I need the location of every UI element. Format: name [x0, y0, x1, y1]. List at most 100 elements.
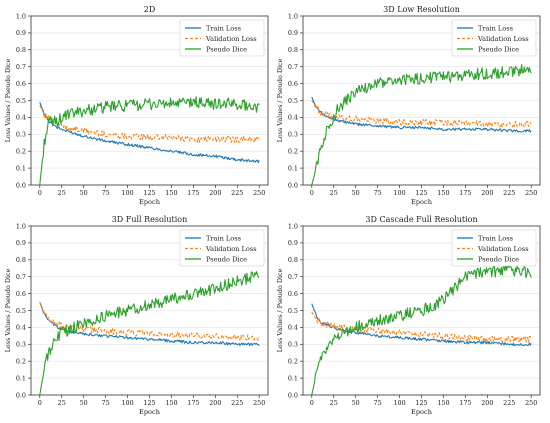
y-tick-label: 0.6: [16, 290, 26, 298]
x-tick-label: 150: [165, 189, 177, 197]
x-tick-label: 250: [253, 399, 265, 407]
series-line-train-loss: [39, 101, 260, 164]
legend-label: Pseudo Dice: [206, 45, 247, 53]
legend-label: Train Loss: [206, 234, 242, 242]
y-tick-label: 0.3: [16, 341, 26, 349]
y-tick-label: 1.0: [16, 12, 26, 20]
legend-label: Validation Loss: [477, 35, 529, 43]
y-tick-label: 0.6: [16, 80, 26, 88]
y-tick-label: 0.0: [288, 181, 298, 189]
y-tick-label: 0.4: [16, 114, 26, 122]
x-tick-label: 225: [503, 189, 515, 197]
y-tick-label: 0.1: [288, 374, 298, 382]
x-tick-label: 100: [121, 189, 133, 197]
legend: Train Loss Validation Loss Pseudo Dice: [179, 19, 265, 57]
series-line-train-loss: [311, 96, 532, 133]
legend-box: [179, 19, 265, 57]
chart-panel-4: 0.0 0.1 0.2 0.3 0.4 0.5 0.6 0.7 0.8 0.9 1.0 0 25 50 75…: [276, 215, 541, 416]
legend-label: Validation Loss: [477, 245, 529, 253]
y-tick-label: 0.9: [288, 239, 298, 247]
legend-label: Train Loss: [478, 24, 514, 32]
x-tick-label: 200: [209, 189, 221, 197]
y-tick-label: 1.0: [16, 222, 26, 230]
x-tick-label: 250: [253, 189, 265, 197]
x-tick-label: 50: [352, 399, 360, 407]
y-tick-label: 0.0: [16, 391, 26, 399]
x-tick-label: 150: [437, 399, 449, 407]
y-tick-label: 0.7: [16, 273, 26, 281]
x-tick-label: 0: [310, 399, 314, 407]
legend-label: Pseudo Dice: [206, 255, 247, 263]
x-tick-label: 125: [415, 189, 427, 197]
x-tick-label: 125: [415, 399, 427, 407]
y-tick-label: 0.0: [16, 181, 26, 189]
x-tick-label: 25: [330, 399, 338, 407]
y-tick-label: 0.8: [16, 46, 26, 54]
x-axis-label: Epoch: [139, 198, 161, 206]
legend-box: [451, 229, 537, 267]
y-tick-label: 0.8: [288, 46, 298, 54]
x-tick-label: 75: [102, 189, 110, 197]
x-tick-label: 0: [38, 399, 42, 407]
x-axis-label: Epoch: [411, 408, 433, 416]
x-tick-label: 175: [459, 399, 471, 407]
x-tick-label: 100: [121, 399, 133, 407]
x-tick-label: 0: [38, 189, 42, 197]
x-tick-label: 225: [231, 399, 243, 407]
y-tick-label: 0.8: [16, 256, 26, 264]
y-tick-label: 0.3: [16, 131, 26, 139]
x-tick-label: 50: [80, 399, 88, 407]
legend-label: Pseudo Dice: [478, 45, 519, 53]
legend-label: Validation Loss: [205, 245, 257, 253]
x-tick-label: 200: [209, 399, 221, 407]
series-line-validation-loss: [311, 100, 532, 128]
x-tick-label: 175: [187, 189, 199, 197]
y-tick-label: 0.6: [288, 290, 298, 298]
x-tick-label: 200: [481, 399, 493, 407]
x-tick-label: 250: [525, 399, 537, 407]
y-axis-label: Loss Values / Pseudo Dice: [276, 58, 284, 142]
y-tick-label: 0.1: [288, 164, 298, 172]
x-tick-label: 25: [330, 189, 338, 197]
x-tick-label: 175: [187, 399, 199, 407]
legend-label: Pseudo Dice: [478, 255, 519, 263]
legend-label: Train Loss: [206, 24, 242, 32]
chart-panel-1: 0.0 0.1 0.2 0.3 0.4 0.5 0.6 0.7 0.8 0.9 1.0 0 25 50 75…: [4, 5, 269, 206]
y-tick-label: 0.6: [288, 80, 298, 88]
x-tick-label: 75: [102, 399, 110, 407]
legend-box: [451, 19, 537, 57]
series-line-validation-loss: [311, 311, 532, 343]
series-line-validation-loss: [39, 105, 260, 143]
y-tick-label: 0.2: [16, 358, 26, 366]
y-tick-label: 0.4: [288, 324, 298, 332]
chart-title: 3D Cascade Full Resolution: [365, 215, 477, 224]
y-tick-label: 1.0: [288, 12, 298, 20]
chart-title: 3D Full Resolution: [112, 215, 188, 224]
chart-title: 3D Low Resolution: [383, 5, 460, 14]
y-tick-label: 0.4: [16, 324, 26, 332]
y-axis-label: Loss Values / Pseudo Dice: [4, 58, 12, 142]
x-tick-label: 150: [437, 189, 449, 197]
y-tick-label: 0.5: [16, 307, 26, 315]
legend: Train Loss Validation Loss Pseudo Dice: [451, 19, 537, 57]
x-axis-label: Epoch: [139, 408, 161, 416]
x-tick-label: 25: [58, 189, 66, 197]
y-tick-label: 0.8: [288, 256, 298, 264]
legend-label: Validation Loss: [205, 35, 257, 43]
y-axis-label: Loss Values / Pseudo Dice: [4, 268, 12, 352]
y-tick-label: 0.9: [16, 29, 26, 37]
series-line-pseudo-dice: [311, 263, 532, 396]
y-tick-label: 0.3: [288, 131, 298, 139]
x-tick-label: 75: [374, 189, 382, 197]
y-tick-label: 0.3: [288, 341, 298, 349]
chart-title: 2D: [144, 5, 156, 14]
x-tick-label: 0: [310, 189, 314, 197]
x-tick-label: 100: [393, 189, 405, 197]
legend-box: [179, 229, 265, 267]
y-tick-label: 0.5: [288, 97, 298, 105]
y-tick-label: 0.1: [16, 374, 26, 382]
y-tick-label: 0.7: [288, 273, 298, 281]
y-tick-label: 0.1: [16, 164, 26, 172]
